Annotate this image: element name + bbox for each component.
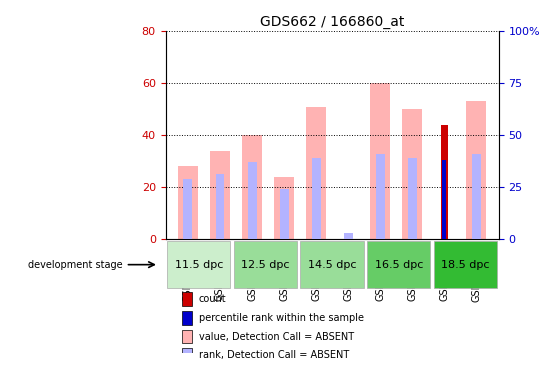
Bar (178, 166, 198, 239)
Bar (370, 83, 390, 239)
Bar (472, 154, 481, 239)
Bar (182, 330, 192, 344)
Bar (280, 189, 289, 239)
Bar (182, 348, 192, 362)
Bar (344, 232, 352, 239)
Bar (376, 154, 385, 239)
Text: 18.5 dpc: 18.5 dpc (441, 260, 490, 270)
Text: development stage: development stage (28, 260, 122, 270)
Bar (306, 106, 326, 239)
Title: GDS662 / 166860_at: GDS662 / 166860_at (260, 15, 404, 29)
Text: 14.5 dpc: 14.5 dpc (308, 260, 356, 270)
Bar (215, 174, 224, 239)
Bar (274, 177, 294, 239)
FancyBboxPatch shape (300, 242, 364, 288)
Text: value, Detection Call = ABSENT: value, Detection Call = ABSENT (199, 332, 354, 342)
Bar (182, 292, 192, 306)
FancyBboxPatch shape (433, 242, 497, 288)
Text: rank, Detection Call = ABSENT: rank, Detection Call = ABSENT (199, 350, 349, 360)
FancyBboxPatch shape (234, 242, 297, 288)
Bar (184, 178, 193, 239)
Bar (248, 162, 256, 239)
Text: 12.5 dpc: 12.5 dpc (241, 260, 290, 270)
Bar (210, 151, 230, 239)
Text: 16.5 dpc: 16.5 dpc (375, 260, 423, 270)
Bar (242, 135, 262, 239)
Text: percentile rank within the sample: percentile rank within the sample (199, 313, 364, 323)
FancyBboxPatch shape (367, 242, 430, 288)
Bar (311, 158, 321, 239)
Bar (408, 158, 417, 239)
Bar (402, 109, 422, 239)
Text: count: count (199, 294, 226, 304)
Text: 11.5 dpc: 11.5 dpc (175, 260, 223, 270)
FancyBboxPatch shape (167, 242, 230, 288)
Bar (442, 160, 446, 239)
Bar (182, 311, 192, 325)
Bar (466, 101, 486, 239)
Bar (441, 125, 447, 239)
